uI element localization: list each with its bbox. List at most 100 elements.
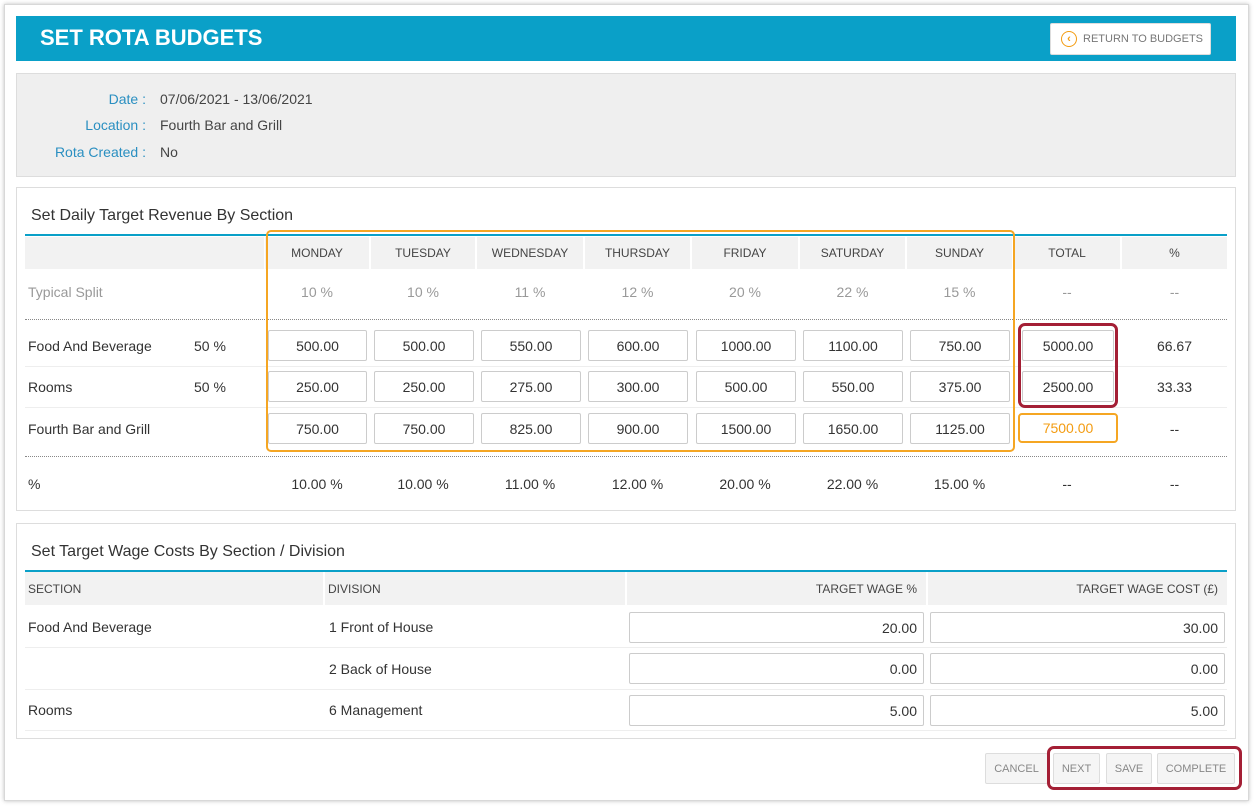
- chevron-left-circle-icon: ‹: [1061, 31, 1077, 47]
- revenue-input-thursday[interactable]: 300.00: [588, 371, 688, 402]
- rota-created-value: No: [160, 144, 178, 160]
- row-divider: [25, 730, 1227, 731]
- section-totals-highlight: [1018, 323, 1118, 408]
- rota-info-panel: Date : 07/06/2021 - 13/06/2021 Location …: [16, 73, 1236, 177]
- revenue-input-tuesday[interactable]: 750.00: [374, 413, 474, 444]
- return-to-budgets-label: RETURN TO BUDGETS: [1083, 33, 1203, 45]
- target-wage-pct-input[interactable]: 0.00: [629, 653, 924, 684]
- divider: [25, 319, 1227, 320]
- revenue-input-monday[interactable]: 750.00: [268, 413, 367, 444]
- wage-division-label: 2 Back of House: [329, 661, 432, 677]
- revenue-total-input[interactable]: 2500.00: [1022, 371, 1114, 402]
- revenue-input-monday[interactable]: 500.00: [268, 330, 367, 361]
- revenue-input-wednesday[interactable]: 825.00: [481, 413, 581, 444]
- revenue-input-saturday[interactable]: 1650.00: [803, 413, 903, 444]
- revenue-grand-total[interactable]: 7500.00: [1022, 415, 1114, 441]
- wage-section-label: Food And Beverage: [28, 619, 152, 635]
- revenue-input-friday[interactable]: 1000.00: [696, 330, 796, 361]
- col-header-thursday: THURSDAY: [585, 237, 690, 269]
- typical-split-total: --: [1062, 284, 1072, 300]
- divider: [25, 456, 1227, 457]
- col-header-sunday: SUNDAY: [907, 237, 1012, 269]
- row-divider: [25, 407, 1227, 408]
- revenue-input-saturday[interactable]: 550.00: [803, 371, 903, 402]
- target-wage-pct-input[interactable]: 20.00: [629, 612, 924, 643]
- col-header-saturday: SATURDAY: [800, 237, 905, 269]
- wage-panel-title: Set Target Wage Costs By Section / Divis…: [31, 543, 345, 560]
- grand-total-highlight: [1018, 413, 1118, 443]
- typical-split-cell: 22 %: [836, 284, 869, 300]
- wage-title-underline: [25, 570, 1227, 572]
- typical-split-cell: 11 %: [514, 284, 546, 300]
- target-wage-cost-input[interactable]: 5.00: [930, 695, 1225, 726]
- cancel-button[interactable]: CANCEL: [985, 753, 1048, 784]
- revenue-title-underline: [25, 234, 1227, 236]
- row-label-rooms: Rooms: [28, 379, 73, 395]
- percent-row-percent: --: [1169, 476, 1180, 492]
- typical-split-cell: 20 %: [729, 284, 761, 300]
- location-label: Location :: [85, 117, 146, 133]
- revenue-panel-title: Set Daily Target Revenue By Section: [31, 207, 294, 224]
- typical-split-cell: 15 %: [943, 284, 976, 300]
- col-header-total: TOTAL: [1014, 237, 1120, 269]
- percent-row-total: --: [1062, 476, 1072, 492]
- percent-row-cell: 10.00 %: [291, 476, 343, 492]
- col-header-target-wage-cost: TARGET WAGE COST (£): [928, 572, 1227, 605]
- revenue-input-tuesday[interactable]: 500.00: [374, 330, 474, 361]
- wage-division-label: 6 Management: [329, 702, 423, 718]
- percent-row-cell: 12.00 %: [611, 476, 664, 492]
- col-header-friday: FRIDAY: [692, 237, 798, 269]
- wage-division-label: 1 Front of House: [329, 619, 434, 635]
- wage-section-label: Rooms: [28, 702, 73, 718]
- typical-split-cell: 10 %: [301, 284, 333, 300]
- typical-split-label: Typical Split: [28, 284, 103, 300]
- revenue-input-wednesday[interactable]: 550.00: [481, 330, 581, 361]
- revenue-input-tuesday[interactable]: 250.00: [374, 371, 474, 402]
- row-divider: [25, 366, 1227, 367]
- revenue-input-saturday[interactable]: 1100.00: [803, 330, 903, 361]
- revenue-total-input[interactable]: 5000.00: [1022, 330, 1114, 361]
- col-header-tuesday: TUESDAY: [371, 237, 475, 269]
- percent-row-cell: 22.00 %: [826, 476, 879, 492]
- row-split-pct: 50 %: [194, 379, 226, 395]
- col-header-division: DIVISION: [325, 572, 625, 605]
- col-header-section: SECTION: [25, 572, 323, 605]
- rota-created-label: Rota Created :: [54, 144, 146, 160]
- daily-values-highlight: [266, 230, 1015, 452]
- percent-row-cell: 20.00 %: [719, 476, 771, 492]
- target-wage-cost-input[interactable]: 0.00: [930, 653, 1225, 684]
- percent-row-cell: 11.00 %: [504, 476, 556, 492]
- typical-split-percent: --: [1169, 284, 1180, 300]
- typical-split-cell: 10 %: [407, 284, 439, 300]
- return-to-budgets-button[interactable]: ‹ RETURN TO BUDGETS: [1050, 23, 1211, 55]
- location-value: Fourth Bar and Grill: [160, 117, 283, 133]
- date-label: Date :: [108, 91, 146, 107]
- revenue-input-friday[interactable]: 1500.00: [696, 413, 796, 444]
- revenue-input-thursday[interactable]: 600.00: [588, 330, 688, 361]
- revenue-input-monday[interactable]: 250.00: [268, 371, 367, 402]
- target-wage-cost-input[interactable]: 30.00: [930, 612, 1225, 643]
- revenue-input-wednesday[interactable]: 275.00: [481, 371, 581, 402]
- next-button[interactable]: NEXT: [1053, 753, 1100, 784]
- action-buttons-highlight: [1047, 746, 1242, 790]
- revenue-input-sunday[interactable]: 375.00: [910, 371, 1010, 402]
- col-header-percent: %: [1122, 237, 1227, 269]
- revenue-input-thursday[interactable]: 900.00: [588, 413, 688, 444]
- revenue-input-friday[interactable]: 500.00: [696, 371, 796, 402]
- revenue-header-blank: [25, 237, 264, 269]
- percent-row-cell: 10.00 %: [397, 476, 449, 492]
- complete-button[interactable]: COMPLETE: [1157, 753, 1235, 784]
- revenue-input-sunday[interactable]: 750.00: [910, 330, 1010, 361]
- revenue-row-percent: --: [1169, 421, 1180, 437]
- row-split-pct: 50 %: [194, 338, 226, 354]
- date-value: 07/06/2021 - 13/06/2021: [160, 91, 313, 107]
- row-divider: [25, 647, 1227, 648]
- col-header-target-wage-pct: TARGET WAGE %: [627, 572, 926, 605]
- save-button[interactable]: SAVE: [1106, 753, 1152, 784]
- page-title: SET ROTA BUDGETS: [40, 25, 263, 50]
- target-wage-pct-input[interactable]: 5.00: [629, 695, 924, 726]
- row-label-location-total: Fourth Bar and Grill: [28, 421, 151, 437]
- row-divider: [25, 689, 1227, 690]
- col-header-monday: MONDAY: [265, 237, 369, 269]
- revenue-input-sunday[interactable]: 1125.00: [910, 413, 1010, 444]
